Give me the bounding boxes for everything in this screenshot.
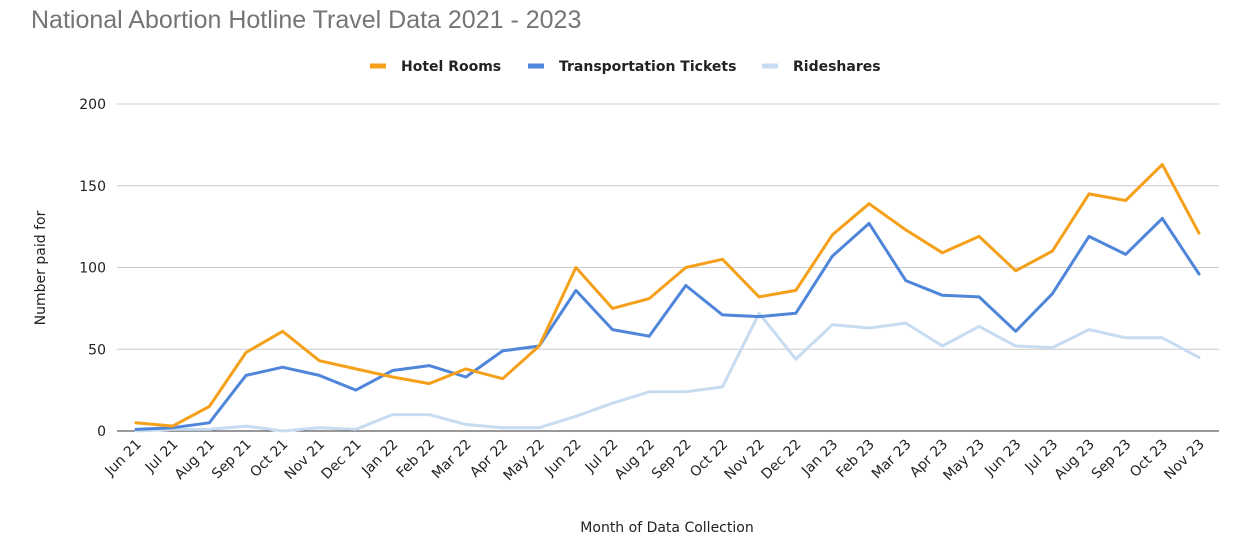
x-tick-label: Nov 22 (722, 437, 768, 483)
gridlines (117, 103, 1219, 432)
legend-label-transportation-tickets: Transportation Tickets (559, 59, 736, 75)
x-tick-label: Sep 21 (209, 437, 255, 483)
y-axis-title: Number paid for (33, 210, 49, 325)
x-tick-label: May 23 (940, 437, 988, 485)
x-tick-label: Jun 22 (541, 437, 584, 480)
x-tick-label: Jun 21 (102, 437, 145, 480)
x-tick-label: May 22 (501, 437, 549, 485)
x-tick-label: Sep 22 (649, 437, 695, 483)
y-axis-ticks: 0 50 100 150 200 (79, 97, 106, 440)
x-tick-label: Aug 23 (1051, 437, 1097, 483)
x-tick-label: Jan 23 (798, 437, 841, 480)
x-tick-label: Nov 21 (282, 437, 328, 483)
y-tick-label: 50 (88, 342, 106, 358)
x-tick-label: Mar 23 (869, 437, 915, 483)
x-tick-label: Mar 22 (429, 437, 475, 483)
series-line-rideshares (134, 311, 1201, 433)
y-tick-label: 150 (79, 179, 106, 195)
series-line-transportation-tickets (134, 216, 1201, 431)
x-tick-label: Nov 23 (1161, 437, 1207, 483)
x-tick-label: Dec 22 (758, 437, 804, 483)
x-tick-label: Jun 23 (981, 437, 1024, 480)
chart-title: National Abortion Hotline Travel Data 20… (31, 6, 581, 34)
legend: Hotel Rooms Transportation Tickets Rides… (370, 59, 881, 75)
y-tick-label: 100 (79, 261, 106, 277)
x-tick-label: Aug 21 (172, 437, 218, 483)
y-tick-label: 200 (79, 97, 106, 113)
series-lines (134, 163, 1201, 433)
x-axis-title: Month of Data Collection (580, 520, 753, 536)
x-tick-label: Dec 21 (319, 437, 365, 483)
series-line-hotel-rooms (134, 163, 1201, 428)
x-tick-label: Jan 22 (358, 437, 401, 480)
legend-label-hotel-rooms: Hotel Rooms (401, 59, 501, 75)
y-tick-label: 0 (97, 424, 106, 440)
legend-label-rideshares: Rideshares (793, 59, 881, 75)
x-tick-label: Sep 23 (1089, 437, 1135, 483)
x-tick-label: Aug 22 (612, 437, 658, 483)
